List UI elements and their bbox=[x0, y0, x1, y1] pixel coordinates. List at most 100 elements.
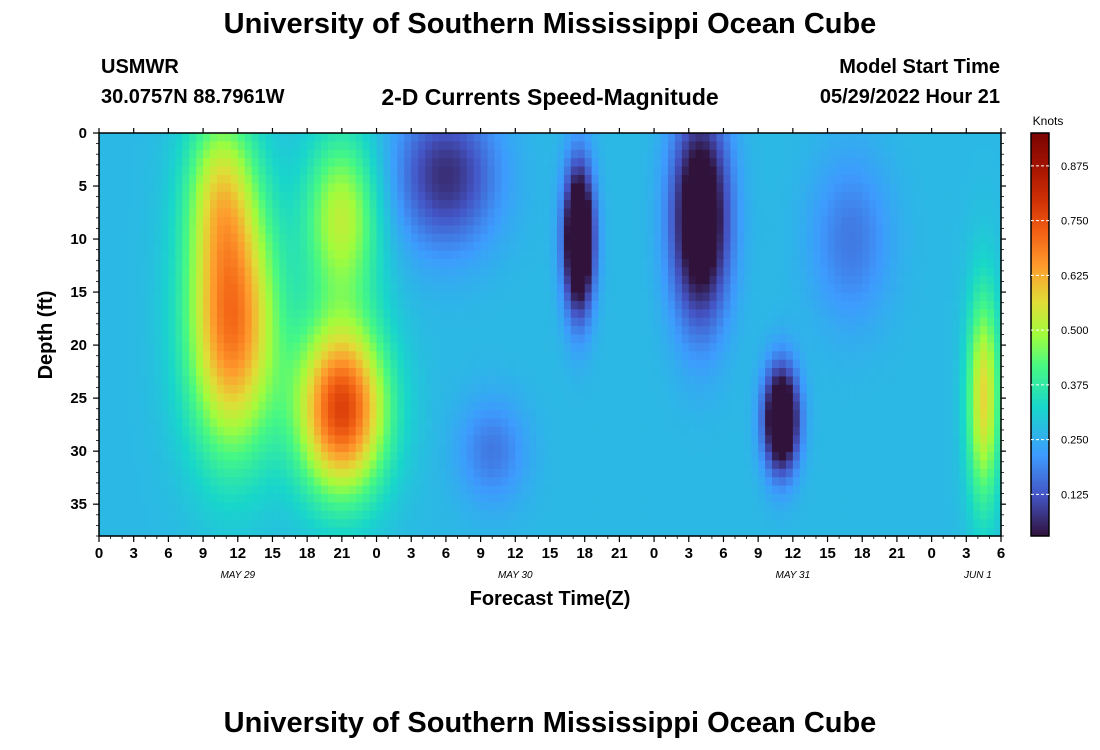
heatmap-cell bbox=[105, 426, 114, 436]
heatmap-cell bbox=[286, 351, 294, 361]
heatmap-cell bbox=[702, 401, 711, 411]
heatmap-cell bbox=[161, 292, 169, 302]
heatmap-cell bbox=[605, 292, 614, 302]
heatmap-cell bbox=[563, 149, 572, 159]
heatmap-cell bbox=[883, 309, 891, 319]
heatmap-cell bbox=[133, 435, 142, 445]
heatmap-cell bbox=[959, 326, 967, 336]
heatmap-cell bbox=[813, 216, 822, 226]
heatmap-cell bbox=[307, 267, 315, 277]
heatmap-cell bbox=[126, 359, 135, 369]
heatmap-cell bbox=[314, 216, 322, 226]
heatmap-cell bbox=[355, 418, 364, 428]
heatmap-cell bbox=[230, 166, 239, 176]
heatmap-cell bbox=[778, 326, 787, 336]
heatmap-cell bbox=[189, 426, 197, 436]
heatmap-cell bbox=[945, 300, 954, 310]
heatmap-cell bbox=[196, 342, 204, 352]
heatmap-cell bbox=[147, 200, 156, 210]
heatmap-cell bbox=[785, 141, 794, 151]
heatmap-cell bbox=[903, 309, 912, 319]
heatmap-cell bbox=[952, 200, 960, 210]
heatmap-cell bbox=[751, 133, 759, 142]
heatmap-cell bbox=[591, 242, 600, 252]
heatmap-cell bbox=[334, 435, 343, 445]
heatmap-cell bbox=[307, 300, 315, 310]
heatmap-cell bbox=[862, 183, 870, 193]
heatmap-cell bbox=[556, 342, 565, 352]
heatmap-cell bbox=[376, 216, 385, 226]
heatmap-cell bbox=[466, 435, 475, 445]
heatmap-cell bbox=[300, 384, 308, 394]
heatmap-cell bbox=[792, 410, 801, 420]
heatmap-cell bbox=[633, 300, 641, 310]
heatmap-cell bbox=[105, 401, 114, 411]
heatmap-cell bbox=[216, 410, 225, 420]
heatmap-cell bbox=[383, 133, 392, 142]
heatmap-cell bbox=[647, 410, 655, 420]
heatmap-cell bbox=[813, 393, 822, 403]
heatmap-cell bbox=[418, 351, 426, 361]
heatmap-cell bbox=[744, 401, 752, 411]
heatmap-cell bbox=[695, 200, 704, 210]
heatmap-cell bbox=[307, 133, 315, 142]
heatmap-cell bbox=[765, 208, 773, 218]
heatmap-cell bbox=[293, 225, 301, 235]
heatmap-cell bbox=[272, 393, 280, 403]
heatmap-cell bbox=[508, 225, 516, 235]
heatmap-cell bbox=[203, 258, 211, 268]
heatmap-cell bbox=[556, 317, 565, 327]
heatmap-cell bbox=[883, 300, 891, 310]
heatmap-cell bbox=[584, 443, 593, 453]
heatmap-cell bbox=[473, 275, 482, 285]
heatmap-cell bbox=[751, 216, 759, 226]
heatmap-cell bbox=[327, 133, 336, 142]
heatmap-cell bbox=[425, 384, 433, 394]
heatmap-cell bbox=[300, 242, 308, 252]
heatmap-cell bbox=[272, 250, 280, 260]
heatmap-cell bbox=[577, 393, 586, 403]
heatmap-cell bbox=[355, 309, 364, 319]
heatmap-cell bbox=[126, 452, 135, 462]
heatmap-cell bbox=[792, 426, 801, 436]
heatmap-cell bbox=[189, 410, 197, 420]
heatmap-cell bbox=[896, 225, 905, 235]
heatmap-cell bbox=[966, 351, 974, 361]
heatmap-cell bbox=[210, 267, 218, 277]
heatmap-cell bbox=[570, 158, 579, 168]
heatmap-cell bbox=[244, 309, 253, 319]
heatmap-cell bbox=[612, 200, 620, 210]
heatmap-cell bbox=[334, 376, 343, 386]
heatmap-cell bbox=[438, 158, 447, 168]
heatmap-cell bbox=[327, 418, 336, 428]
heatmap-cell bbox=[688, 250, 697, 260]
heatmap-cell bbox=[445, 275, 454, 285]
heatmap-cell bbox=[480, 158, 489, 168]
heatmap-cell bbox=[279, 300, 287, 310]
heatmap-cell bbox=[376, 225, 385, 235]
heatmap-cell bbox=[216, 317, 225, 327]
heatmap-cell bbox=[598, 158, 607, 168]
heatmap-cell bbox=[494, 326, 503, 336]
heatmap-cell bbox=[598, 183, 607, 193]
heatmap-cell bbox=[966, 384, 974, 394]
heatmap-cell bbox=[154, 149, 163, 159]
heatmap-cell bbox=[133, 216, 142, 226]
heatmap-cell bbox=[550, 250, 558, 260]
heatmap-cell bbox=[314, 435, 322, 445]
heatmap-cell bbox=[445, 267, 454, 277]
heatmap-cell bbox=[293, 401, 301, 411]
heatmap-cell bbox=[619, 300, 627, 310]
heatmap-cell bbox=[307, 326, 315, 336]
heatmap-cell bbox=[584, 292, 593, 302]
heatmap-cell bbox=[348, 384, 357, 394]
heatmap-cell bbox=[869, 267, 877, 277]
heatmap-cell bbox=[737, 334, 745, 344]
heatmap-cell bbox=[987, 376, 995, 386]
heatmap-cell bbox=[279, 376, 287, 386]
heatmap-cell bbox=[348, 368, 357, 378]
heatmap-cell bbox=[702, 208, 711, 218]
heatmap-cell bbox=[334, 233, 343, 243]
heatmap-cell bbox=[973, 166, 981, 176]
heatmap-cell bbox=[661, 208, 669, 218]
